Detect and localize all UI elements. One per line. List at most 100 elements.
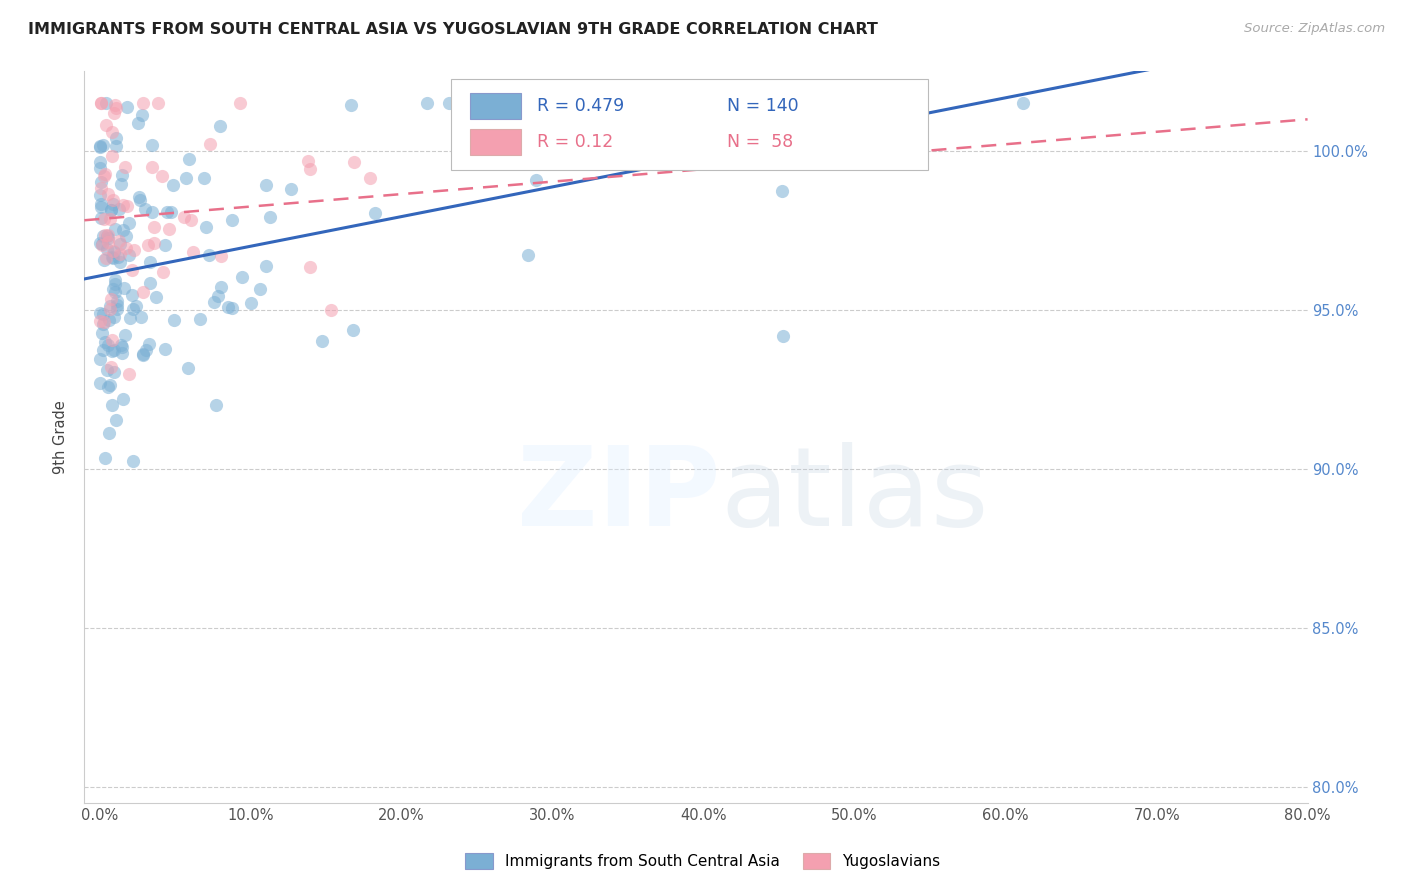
Point (138, 336, 160, 351)
Point (231, 270, 253, 285)
Point (205, 398, 228, 412)
Point (145, 290, 167, 304)
Point (111, 168, 134, 182)
Point (122, 244, 145, 258)
Point (93, 315, 115, 329)
Point (118, 248, 141, 262)
Point (153, 238, 176, 252)
Point (90, 211, 112, 225)
Point (100, 343, 122, 358)
Point (97, 380, 120, 394)
Point (179, 152, 201, 166)
Y-axis label: 9th Grade: 9th Grade (53, 401, 69, 474)
Point (136, 238, 159, 252)
Point (142, 219, 165, 234)
Point (89, 306, 111, 320)
Point (97, 312, 120, 326)
Point (89, 376, 111, 390)
Point (104, 222, 127, 236)
Point (100, 149, 122, 163)
Point (96, 231, 118, 245)
Point (457, 151, 479, 165)
Point (359, 171, 381, 186)
Point (115, 241, 138, 255)
Point (91, 317, 114, 331)
Point (114, 160, 136, 174)
Point (111, 392, 134, 407)
Point (280, 182, 302, 196)
Point (104, 277, 127, 291)
Point (103, 310, 125, 324)
Point (115, 229, 138, 244)
Point (93, 169, 115, 183)
Point (90, 197, 112, 211)
Point (516, 248, 538, 262)
Point (499, 121, 522, 136)
Point (101, 282, 124, 296)
Point (111, 340, 134, 354)
Point (152, 265, 174, 279)
Point (104, 285, 127, 299)
Point (770, 184, 793, 198)
Point (91, 237, 114, 252)
Point (101, 125, 124, 139)
Point (103, 244, 125, 258)
Point (101, 333, 124, 347)
Point (96, 96, 118, 111)
Point (103, 197, 125, 211)
Point (194, 220, 217, 235)
Point (135, 343, 157, 358)
Point (640, 96, 662, 111)
Point (93, 229, 115, 244)
Point (90, 181, 112, 195)
Point (193, 170, 215, 185)
Point (221, 301, 243, 315)
Point (209, 280, 232, 294)
Text: R = 0.12: R = 0.12 (537, 133, 613, 152)
Point (181, 245, 204, 260)
Point (108, 247, 131, 261)
Point (129, 310, 152, 324)
Point (105, 293, 128, 308)
Point (94, 168, 117, 182)
Point (254, 260, 277, 274)
Point (132, 347, 155, 361)
Point (173, 211, 195, 225)
Point (108, 255, 131, 269)
Point (132, 348, 155, 362)
Point (90, 96, 112, 111)
Point (131, 108, 153, 122)
Point (298, 260, 321, 275)
Point (96, 228, 118, 243)
Text: R = 0.479: R = 0.479 (537, 96, 624, 115)
Point (93, 252, 115, 267)
Point (94, 251, 117, 265)
FancyBboxPatch shape (470, 93, 522, 119)
Point (114, 328, 136, 343)
Point (91, 326, 114, 340)
Point (110, 346, 132, 360)
Point (342, 322, 364, 336)
Point (163, 313, 186, 327)
Point (105, 302, 128, 317)
Text: Source: ZipAtlas.com: Source: ZipAtlas.com (1244, 22, 1385, 36)
Point (121, 454, 143, 468)
Point (110, 236, 132, 251)
Point (157, 222, 180, 236)
Point (141, 138, 163, 153)
Point (416, 96, 439, 111)
Point (129, 194, 152, 208)
Point (107, 250, 129, 264)
Point (101, 250, 124, 264)
Point (364, 206, 387, 220)
Point (105, 413, 128, 427)
Point (207, 289, 229, 303)
Point (91, 137, 114, 152)
Point (94, 227, 117, 242)
Point (142, 235, 165, 250)
Point (121, 287, 143, 301)
Point (96, 118, 118, 132)
Point (134, 202, 156, 217)
Point (90, 96, 112, 111)
Point (97, 338, 120, 352)
